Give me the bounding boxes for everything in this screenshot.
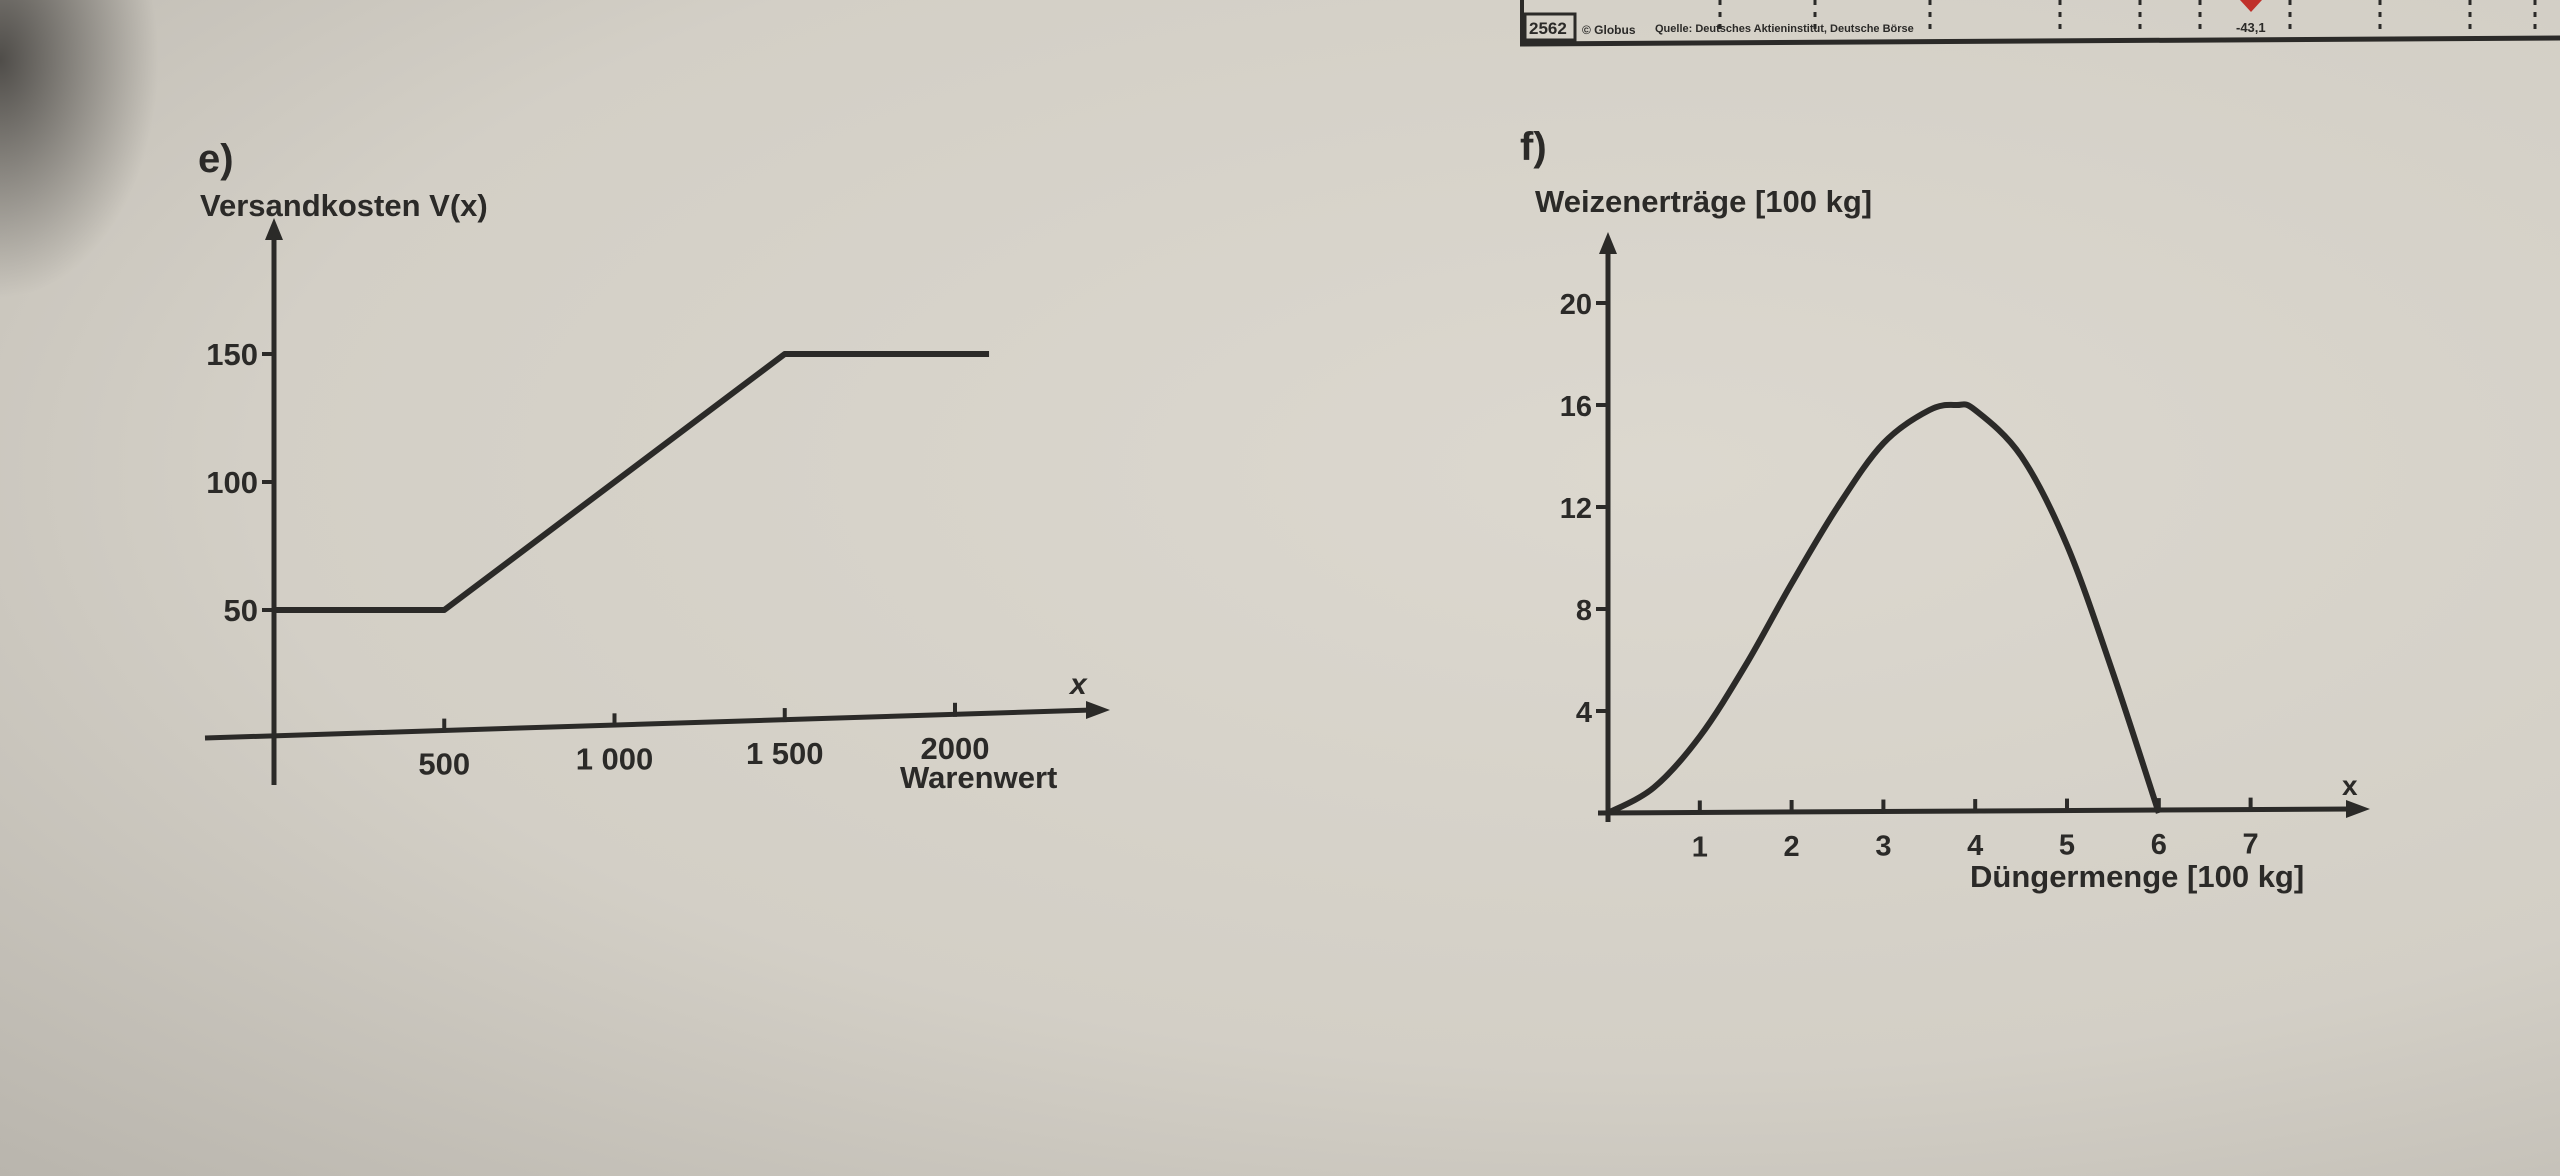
chart-e-ylabel: Versandkosten V(x) [200, 188, 488, 223]
chart-f-xlabel: Düngermenge [100 kg] [1970, 859, 2304, 894]
y-tick-label: 20 [1560, 289, 1592, 321]
chart-e-x-symbol: x [1068, 668, 1088, 701]
chart-f-x-symbol: x [2342, 770, 2358, 801]
y-tick-label: 150 [206, 337, 258, 372]
table-border [1519, 35, 2560, 47]
y-axis-arrow-icon [265, 218, 283, 240]
chart-f-ylabel: Weizenerträge [100 kg] [1535, 184, 1872, 219]
x-tick-label: 1 000 [576, 741, 654, 776]
x-tick-label: 3 [1875, 831, 1891, 863]
x-tick-label: 2000 [921, 731, 990, 766]
chart-e: e) Versandkosten V(x) Warenwert x 500 1 0… [198, 137, 1110, 795]
strip-number: 2562 [1529, 19, 1567, 38]
red-marker-icon [2240, 0, 2262, 12]
chart-e-label: e) [198, 137, 234, 181]
x-tick-label: 6 [2151, 829, 2167, 861]
y-tick-label: 100 [206, 465, 258, 500]
x-tick-label: 4 [1967, 830, 1983, 862]
chart-f-label: f) [1520, 125, 1547, 169]
chart-f-series-line [1606, 401, 2162, 816]
chart-e-xlabel: Warenwert [900, 760, 1057, 795]
strip-value: -43,1 [2236, 20, 2266, 35]
x-axis-arrow-icon [2346, 800, 2370, 818]
chart-f: f) Weizenerträge [100 kg] Düngermenge [1… [1520, 125, 2370, 894]
y-tick-label: 8 [1576, 595, 1592, 627]
y-tick-label: 12 [1560, 493, 1592, 525]
x-axis-arrow-icon [1086, 701, 1110, 719]
y-axis-arrow-icon [1599, 232, 1617, 254]
x-tick-label: 2 [1784, 831, 1800, 863]
x-tick-label: 1 500 [746, 736, 824, 771]
number-box [1523, 12, 1577, 42]
strip-publisher: © Globus [1582, 23, 1636, 37]
y-tick-label: 50 [224, 593, 258, 628]
chart-e-series-line [274, 351, 990, 613]
x-tick-label: 7 [2243, 829, 2259, 861]
x-tick-label: 5 [2059, 830, 2075, 862]
x-tick-label: 1 [1692, 831, 1708, 863]
y-tick-label: 16 [1560, 391, 1592, 423]
y-tick-label: 4 [1576, 697, 1592, 729]
page-shadow [0, 0, 160, 300]
strip-source: Quelle: Deutsches Aktieninstitut, Deutsc… [1655, 23, 1914, 35]
chart-e-x-axis [204, 707, 1093, 741]
header-strip: 2562 © Globus Quelle: Deutsches Aktienin… [1519, 0, 2560, 47]
x-tick-label: 500 [418, 747, 470, 782]
